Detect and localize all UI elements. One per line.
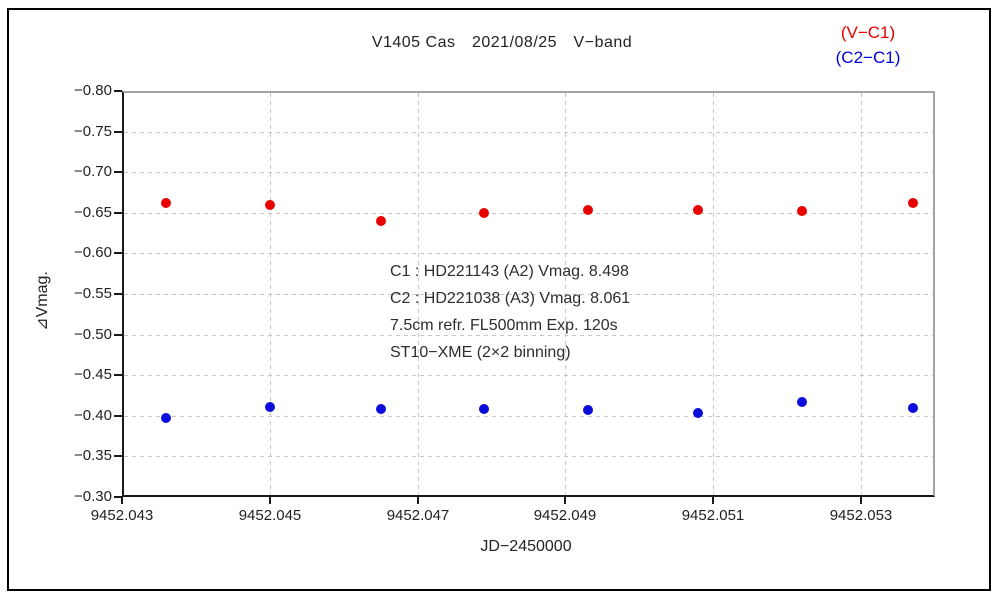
v-gridline	[713, 93, 714, 495]
annotation-line-c1: C1 : HD221143 (A2) Vmag. 8.498	[390, 263, 629, 280]
data-point-c2-c1	[265, 402, 275, 412]
x-tick-label: 9452.053	[829, 507, 893, 524]
annotation-line-telescope: 7.5cm refr. FL500mm Exp. 120s	[390, 317, 618, 334]
y-axis-tick	[114, 374, 122, 376]
v-gridline	[270, 93, 271, 495]
data-point-v-c1	[161, 198, 171, 208]
x-axis-label: JD−2450000	[480, 538, 572, 555]
x-tick-label: 9452.043	[90, 507, 154, 524]
legend-item-c2-c1: (C2−C1)	[835, 48, 901, 67]
data-point-c2-c1	[376, 404, 386, 414]
y-axis-tick	[114, 415, 122, 417]
y-axis-tick	[114, 293, 122, 295]
data-point-v-c1	[908, 198, 918, 208]
h-gridline	[124, 456, 933, 457]
y-tick-label: −0.75	[74, 123, 112, 140]
x-axis-tick	[121, 497, 123, 504]
y-tick-label: −0.60	[74, 244, 112, 261]
y-axis-label: ⊿Vmag.	[34, 271, 51, 331]
h-gridline	[124, 335, 933, 336]
h-gridline	[124, 294, 933, 295]
y-axis-tick	[114, 131, 122, 133]
legend-item-v-c1: (V−C1)	[840, 23, 896, 42]
y-axis-tick	[114, 496, 122, 498]
y-tick-label: −0.70	[74, 163, 112, 180]
h-gridline	[124, 213, 933, 214]
y-axis-tick	[114, 334, 122, 336]
v-gridline	[565, 93, 566, 495]
y-axis-tick	[114, 252, 122, 254]
data-point-c2-c1	[479, 404, 489, 414]
chart-annotation: C1 : HD221143 (A2) Vmag. 8.498 C2 : HD22…	[390, 258, 630, 366]
y-tick-label: −0.35	[74, 447, 112, 464]
x-axis-tick	[564, 497, 566, 504]
data-point-v-c1	[693, 205, 703, 215]
v-gridline	[418, 93, 419, 495]
data-point-v-c1	[797, 206, 807, 216]
h-gridline	[124, 375, 933, 376]
data-point-c2-c1	[797, 397, 807, 407]
y-axis-tick	[114, 171, 122, 173]
x-tick-label: 9452.047	[386, 507, 450, 524]
data-point-c2-c1	[908, 403, 918, 413]
y-axis-tick	[114, 455, 122, 457]
y-axis-tick	[114, 212, 122, 214]
v-gridline	[861, 93, 862, 495]
h-gridline	[124, 132, 933, 133]
x-tick-label: 9452.051	[681, 507, 745, 524]
x-axis-tick	[860, 497, 862, 504]
data-point-v-c1	[479, 208, 489, 218]
data-point-v-c1	[583, 205, 593, 215]
y-tick-label: −0.45	[74, 366, 112, 383]
annotation-line-camera: ST10−XME (2×2 binning)	[390, 344, 571, 361]
y-tick-label: −0.55	[74, 285, 112, 302]
chart-legend: (V−C1) (C2−C1)	[788, 20, 948, 70]
y-tick-label: −0.50	[74, 326, 112, 343]
y-tick-label: −0.80	[74, 82, 112, 99]
x-axis-tick	[417, 497, 419, 504]
data-point-c2-c1	[161, 413, 171, 423]
x-axis-tick	[712, 497, 714, 504]
data-point-v-c1	[265, 200, 275, 210]
annotation-line-c2: C2 : HD221038 (A3) Vmag. 8.061	[390, 290, 631, 307]
h-gridline	[124, 416, 933, 417]
x-tick-label: 9452.045	[238, 507, 302, 524]
data-point-v-c1	[376, 216, 386, 226]
x-axis-tick	[269, 497, 271, 504]
y-tick-label: −0.40	[74, 407, 112, 424]
y-tick-label: −0.65	[74, 204, 112, 221]
y-axis-tick	[114, 90, 122, 92]
h-gridline	[124, 253, 933, 254]
h-gridline	[124, 172, 933, 173]
data-point-c2-c1	[693, 408, 703, 418]
chart-title: V1405 Cas 2021/08/25 V−band	[371, 34, 633, 51]
data-point-c2-c1	[583, 405, 593, 415]
y-tick-label: −0.30	[74, 488, 112, 505]
x-tick-label: 9452.049	[533, 507, 597, 524]
